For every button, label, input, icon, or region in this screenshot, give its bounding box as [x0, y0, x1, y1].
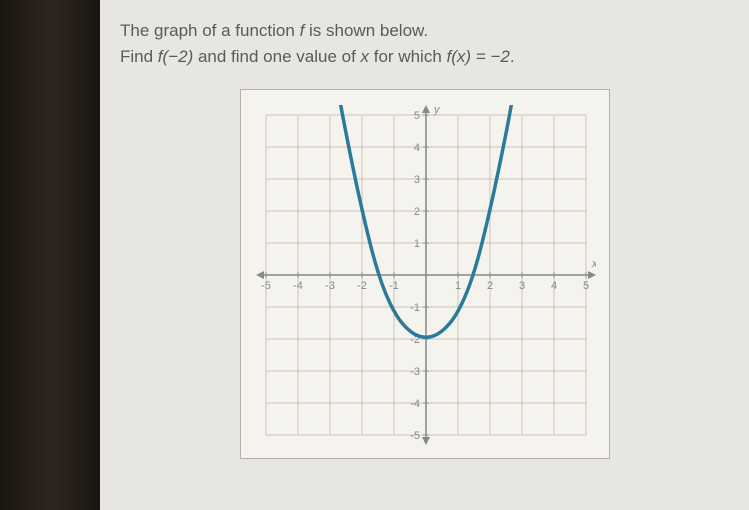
svg-text:-4: -4 — [293, 280, 303, 292]
q-line1-prefix: The graph of a function — [120, 21, 300, 40]
svg-text:-2: -2 — [357, 280, 367, 292]
svg-text:3: 3 — [413, 174, 419, 186]
svg-text:-4: -4 — [410, 398, 420, 410]
svg-text:5: 5 — [582, 280, 588, 292]
q-line2-end: . — [510, 47, 515, 66]
svg-text:x: x — [591, 258, 596, 270]
svg-text:2: 2 — [486, 280, 492, 292]
q-line1-suffix: is shown below. — [304, 21, 428, 40]
svg-text:4: 4 — [413, 142, 419, 154]
svg-text:1: 1 — [413, 238, 419, 250]
function-chart: -5-4-3-2-112345-5-4-3-2-112345xy — [256, 105, 596, 445]
svg-text:5: 5 — [413, 110, 419, 122]
svg-text:y: y — [433, 105, 441, 116]
svg-text:-1: -1 — [410, 302, 420, 314]
svg-text:4: 4 — [550, 280, 556, 292]
q-line2-expr2: f(x) = −2 — [447, 47, 510, 66]
q-line2-mid2: for which — [369, 47, 446, 66]
binding-shadow — [0, 0, 100, 510]
svg-text:3: 3 — [518, 280, 524, 292]
svg-text:-5: -5 — [410, 430, 420, 442]
svg-text:2: 2 — [413, 206, 419, 218]
svg-text:1: 1 — [454, 280, 460, 292]
graph-panel: -5-4-3-2-112345-5-4-3-2-112345xy — [240, 89, 610, 459]
question-text: The graph of a function f is shown below… — [120, 18, 729, 69]
svg-text:-1: -1 — [389, 280, 399, 292]
graph-inner: -5-4-3-2-112345-5-4-3-2-112345xy — [256, 105, 594, 443]
q-line2-var: x — [361, 47, 370, 66]
q-line2-mid: and find one value of — [193, 47, 360, 66]
q-line2-expr1: f(−2) — [158, 47, 193, 66]
svg-text:-3: -3 — [410, 366, 420, 378]
q-line2-prefix: Find — [120, 47, 158, 66]
svg-text:-3: -3 — [325, 280, 335, 292]
svg-text:-5: -5 — [261, 280, 271, 292]
page-content: The graph of a function f is shown below… — [100, 0, 749, 510]
